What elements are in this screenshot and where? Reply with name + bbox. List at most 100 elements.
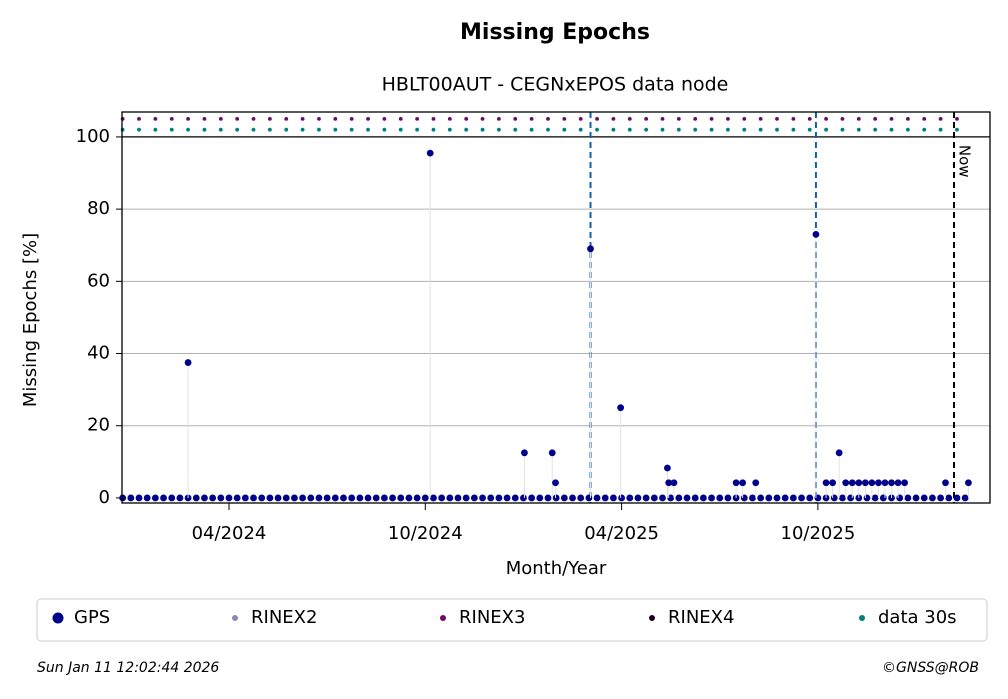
data-point [905,127,910,132]
y-axis-label: Missing Epochs [%] [20,233,41,407]
data-point [307,494,315,502]
data-point [528,494,536,502]
data-point [120,127,125,132]
data-point [201,494,208,502]
data-point [487,494,495,502]
legend-marker [649,615,655,621]
data-point [552,479,559,487]
data-point [578,116,583,121]
data-point [284,127,289,132]
data-point [454,494,462,502]
data-point [153,127,158,132]
footer-timestamp: Sun Jan 11 12:02:44 2026 [37,660,219,676]
data-point [479,494,486,502]
data-point [791,127,796,132]
data-point [848,479,856,487]
data-point [842,479,850,487]
data-point [266,494,274,502]
data-point [881,479,889,487]
data-point [726,127,730,132]
data-point [807,127,812,132]
data-point [426,149,434,157]
data-point [798,494,805,502]
data-point [627,116,632,121]
x-tick-label: 04/2024 [192,523,267,544]
data-point [709,116,714,121]
data-point [349,116,354,121]
legend-label: GPS [74,607,110,628]
data-point [267,116,272,121]
data-point [267,127,272,132]
data-point [595,116,599,121]
data-point [202,116,207,121]
data-point [447,116,452,121]
data-point [840,116,845,121]
data-point [333,127,338,132]
data-point [929,494,936,502]
data-point [905,116,910,121]
data-point [421,494,429,502]
legend-marker [232,615,238,621]
data-point [863,494,871,502]
data-point [965,479,972,487]
data-point [830,494,838,502]
data-point [241,494,249,502]
data-point [470,494,478,502]
data-point [398,127,403,132]
data-point [791,116,796,121]
data-point [889,127,894,132]
data-point [430,494,437,502]
data-point [405,494,413,502]
data-point [873,127,878,132]
data-point [364,494,372,502]
data-point [438,494,446,502]
data-point [258,494,266,502]
data-point [868,479,876,487]
data-point [380,494,388,502]
data-point [593,494,601,502]
data-point [665,479,673,487]
data-point [945,494,953,502]
data-point [861,479,869,487]
data-point [871,494,879,502]
data-point [218,127,223,132]
data-point [317,116,321,121]
data-point [955,116,959,121]
data-point [953,494,961,502]
data-point [209,494,217,502]
data-point [627,127,632,132]
data-point [225,494,233,502]
data-point [250,494,257,502]
data-point [497,116,501,121]
data-point [618,494,625,502]
data-point [664,464,671,472]
data-point [415,116,420,121]
data-point [775,116,779,121]
data-point [806,494,814,502]
data-point [888,479,895,487]
data-point [675,494,683,502]
data-point [119,494,127,502]
data-point [464,116,469,121]
data-point [856,127,861,132]
data-point [300,116,305,121]
data-point [642,494,650,502]
data-point [875,479,882,487]
data-point [217,494,225,502]
data-point [186,116,190,121]
data-point [611,116,616,121]
data-point [398,116,403,121]
data-point [585,494,593,502]
data-point [961,494,969,502]
data-point [894,479,902,487]
x-tick-label: 10/2024 [388,523,463,544]
data-point [349,127,354,132]
data-point [127,494,135,502]
data-point [595,127,599,132]
legend-marker [52,612,64,624]
data-point [644,127,649,132]
legend-label: RINEX4 [668,607,734,628]
legend-label: data 30s [878,607,957,628]
chart-subtitle: HBLT00AUT - CEGNxEPOS data node [382,74,729,96]
data-point [317,127,321,132]
